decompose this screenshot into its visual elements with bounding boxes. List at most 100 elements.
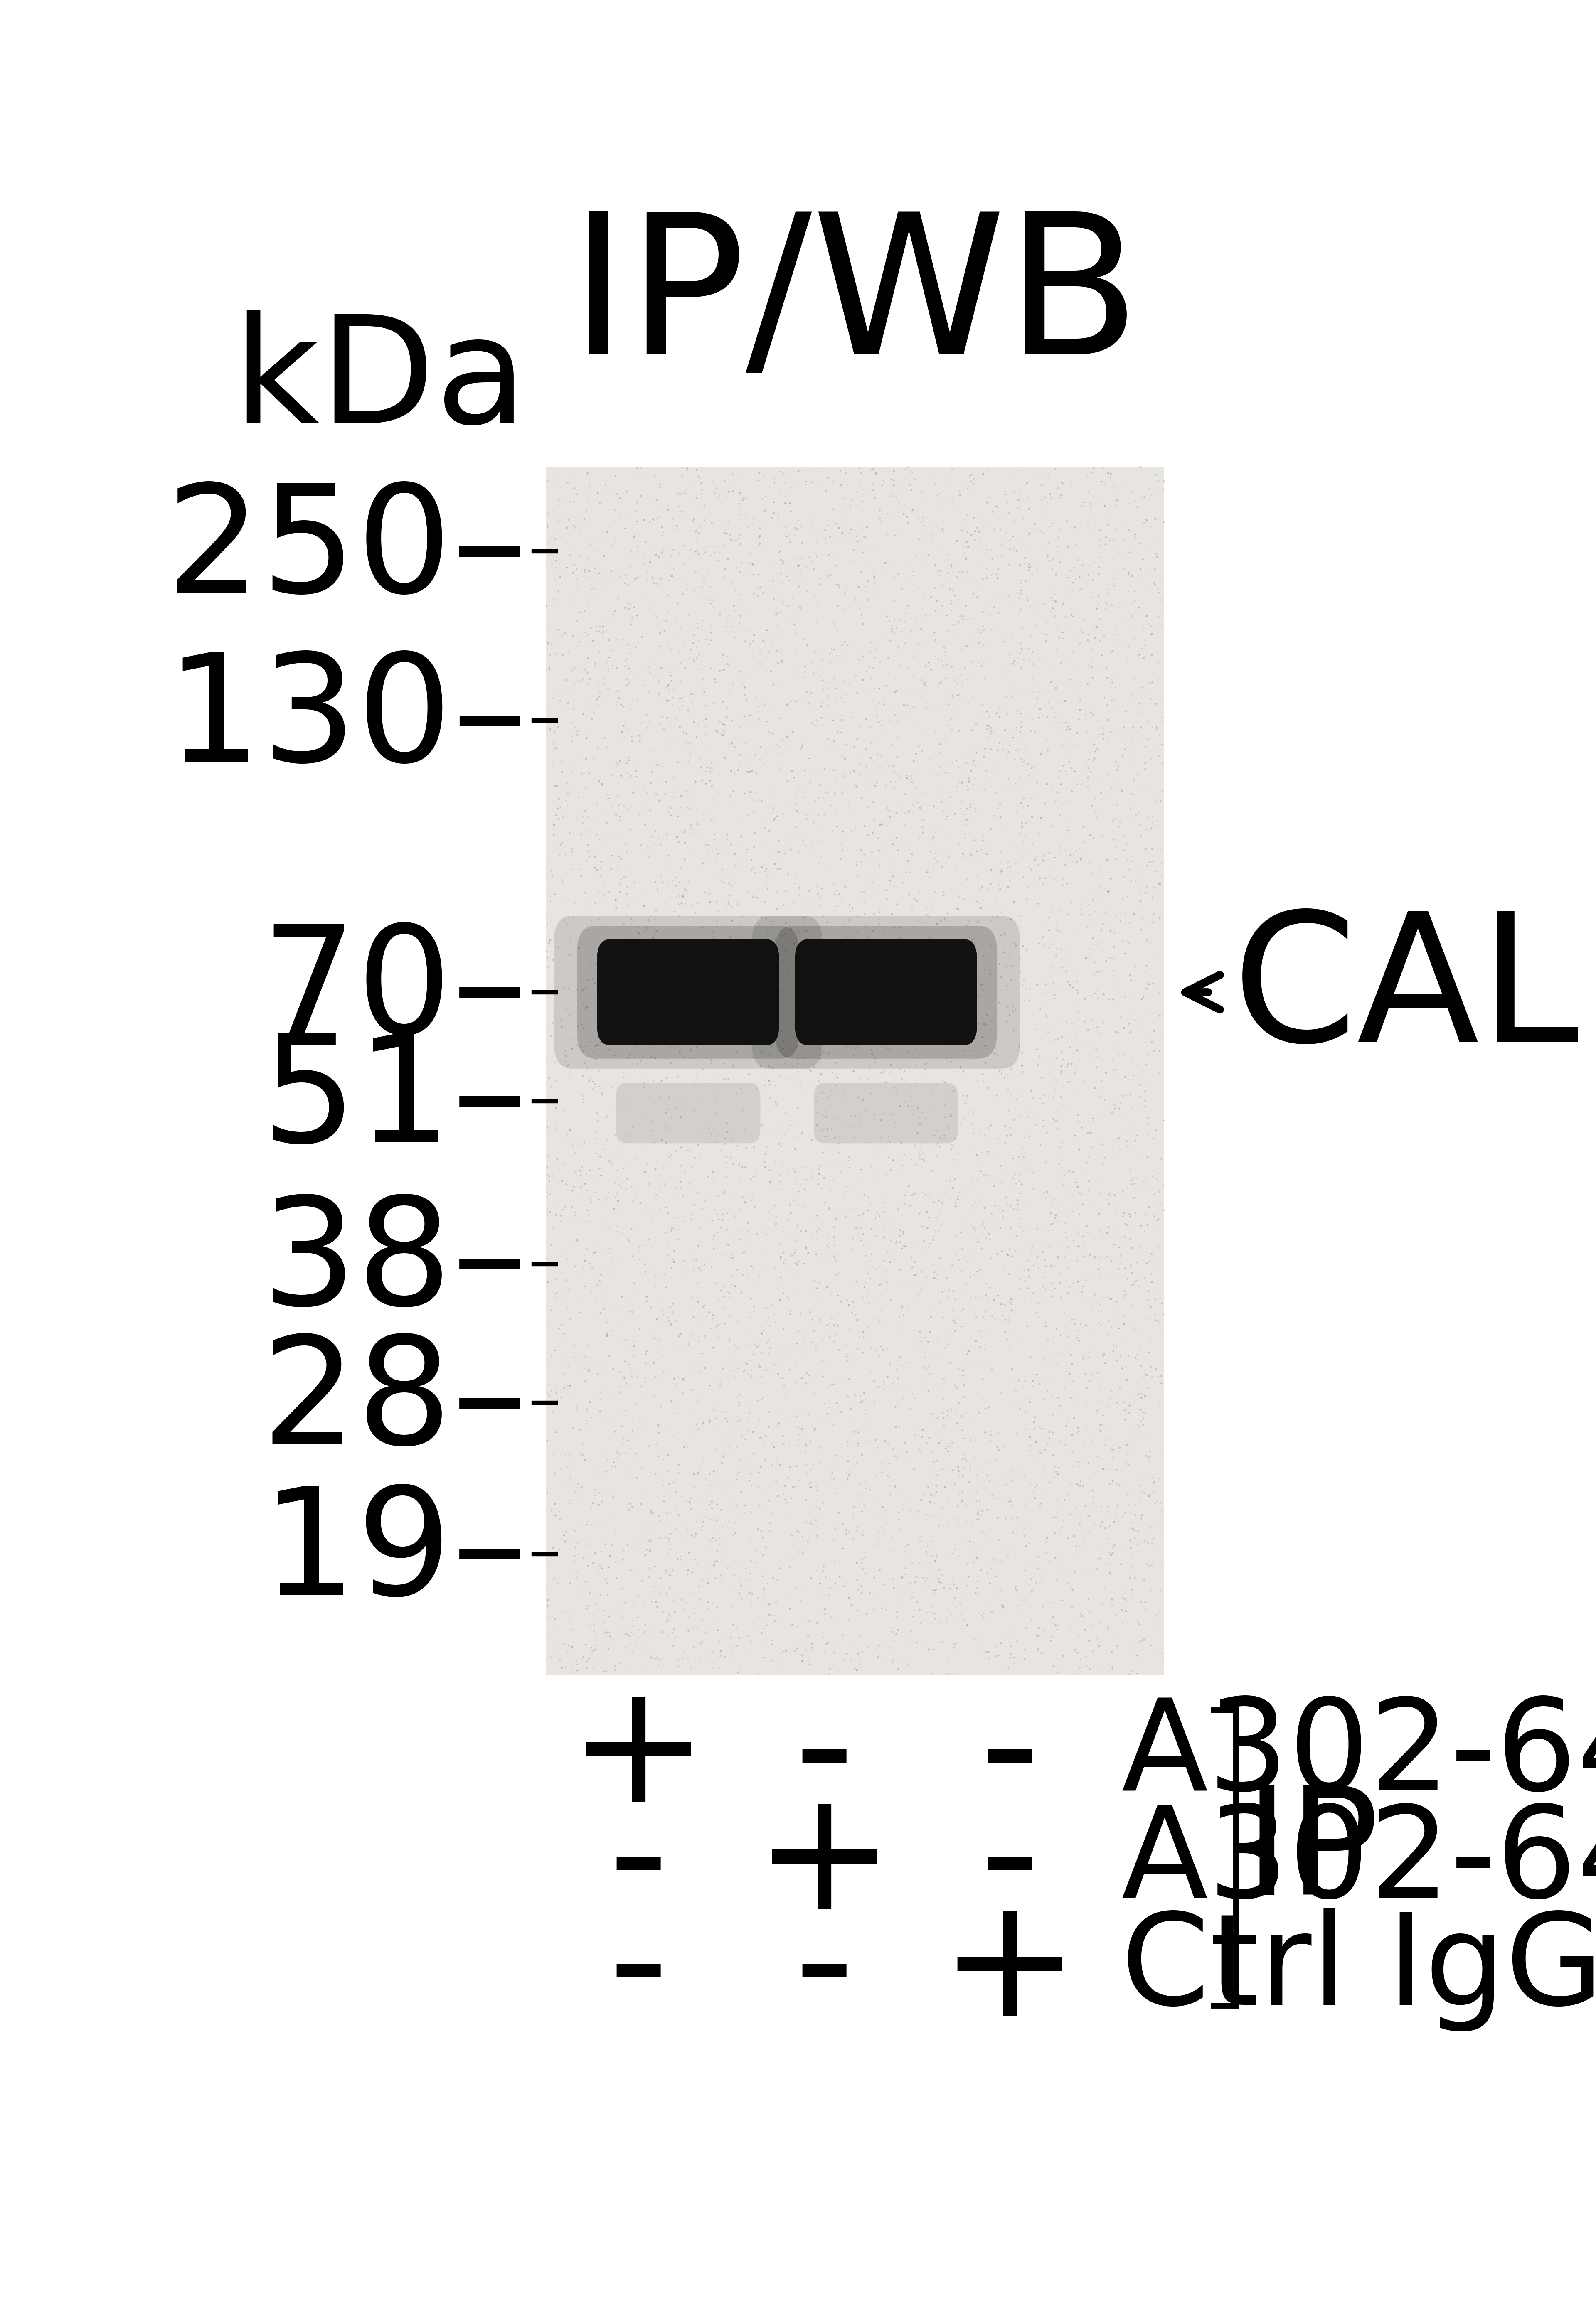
- Point: [774, 558, 800, 595]
- Point: [1114, 1404, 1140, 1441]
- Point: [1047, 1004, 1073, 1041]
- Point: [1104, 1452, 1130, 1490]
- Point: [549, 1274, 575, 1311]
- Point: [900, 781, 926, 818]
- Point: [1132, 627, 1157, 665]
- Point: [541, 816, 567, 853]
- Point: [594, 1613, 619, 1650]
- Point: [1049, 1278, 1074, 1315]
- Point: [774, 1483, 800, 1520]
- Point: [725, 548, 750, 586]
- Point: [659, 662, 685, 700]
- Point: [857, 548, 883, 586]
- Point: [752, 1638, 777, 1676]
- Point: [849, 1573, 875, 1611]
- Point: [1041, 1436, 1066, 1473]
- Point: [1055, 865, 1080, 902]
- Point: [760, 1346, 785, 1383]
- Point: [685, 1411, 710, 1448]
- Point: [1077, 1255, 1103, 1292]
- Point: [1144, 1162, 1170, 1199]
- Point: [873, 544, 899, 581]
- Point: [827, 567, 852, 604]
- Point: [1041, 1648, 1066, 1685]
- Point: [757, 1299, 782, 1336]
- Point: [733, 964, 758, 1002]
- Point: [948, 1292, 974, 1329]
- Point: [608, 1645, 634, 1683]
- Point: [710, 1306, 736, 1343]
- Point: [1124, 797, 1149, 834]
- Point: [611, 1320, 637, 1357]
- Point: [1116, 1062, 1141, 1099]
- Point: [889, 1348, 915, 1385]
- Point: [946, 1536, 972, 1573]
- Point: [683, 1406, 709, 1443]
- Point: [539, 858, 565, 895]
- Point: [538, 1195, 563, 1232]
- Point: [824, 795, 849, 832]
- Point: [697, 569, 723, 607]
- Point: [772, 1095, 798, 1132]
- Point: [844, 1508, 870, 1545]
- Point: [999, 1627, 1025, 1664]
- Point: [851, 518, 876, 555]
- Point: [718, 516, 744, 553]
- Point: [999, 679, 1025, 716]
- Point: [892, 451, 918, 488]
- Point: [605, 683, 630, 720]
- Point: [1141, 1013, 1167, 1050]
- Point: [1079, 1116, 1104, 1153]
- Point: [713, 888, 739, 925]
- Point: [688, 1253, 713, 1290]
- Point: [1033, 1525, 1058, 1562]
- Point: [857, 1422, 883, 1459]
- Point: [1018, 713, 1044, 751]
- Point: [1007, 611, 1033, 648]
- Point: [974, 560, 999, 597]
- Point: [811, 1548, 836, 1585]
- Point: [1148, 1120, 1173, 1157]
- Point: [1085, 1392, 1111, 1429]
- Point: [942, 1580, 967, 1618]
- Point: [737, 774, 763, 811]
- Point: [720, 702, 745, 739]
- Point: [779, 1195, 804, 1232]
- Text: +: +: [753, 1780, 894, 1943]
- Point: [942, 937, 967, 974]
- Point: [892, 988, 918, 1025]
- Point: [867, 1483, 892, 1520]
- Point: [1143, 639, 1168, 676]
- Point: [811, 1385, 836, 1422]
- Point: [1101, 521, 1127, 558]
- Point: [737, 734, 763, 772]
- Point: [705, 1281, 731, 1318]
- Point: [812, 1559, 838, 1597]
- Point: [699, 1090, 725, 1127]
- Point: [908, 1480, 934, 1518]
- Point: [887, 1211, 913, 1248]
- Point: [824, 1476, 849, 1513]
- Point: [772, 465, 798, 502]
- Point: [836, 806, 862, 844]
- Point: [717, 1339, 742, 1376]
- Point: [1068, 681, 1093, 718]
- Point: [835, 572, 860, 609]
- Point: [983, 883, 1009, 920]
- Point: [546, 1532, 571, 1569]
- Point: [795, 1148, 820, 1185]
- Point: [1010, 500, 1036, 537]
- Point: [769, 576, 795, 614]
- Point: [651, 1148, 677, 1185]
- Point: [1090, 720, 1116, 758]
- Point: [854, 1408, 879, 1446]
- Point: [867, 1513, 892, 1550]
- Point: [1116, 1436, 1141, 1473]
- Point: [697, 586, 723, 623]
- Point: [986, 700, 1012, 737]
- Point: [1111, 1408, 1136, 1446]
- Point: [659, 1650, 685, 1687]
- Point: [576, 755, 602, 792]
- Point: [875, 1234, 900, 1271]
- Point: [728, 1566, 753, 1604]
